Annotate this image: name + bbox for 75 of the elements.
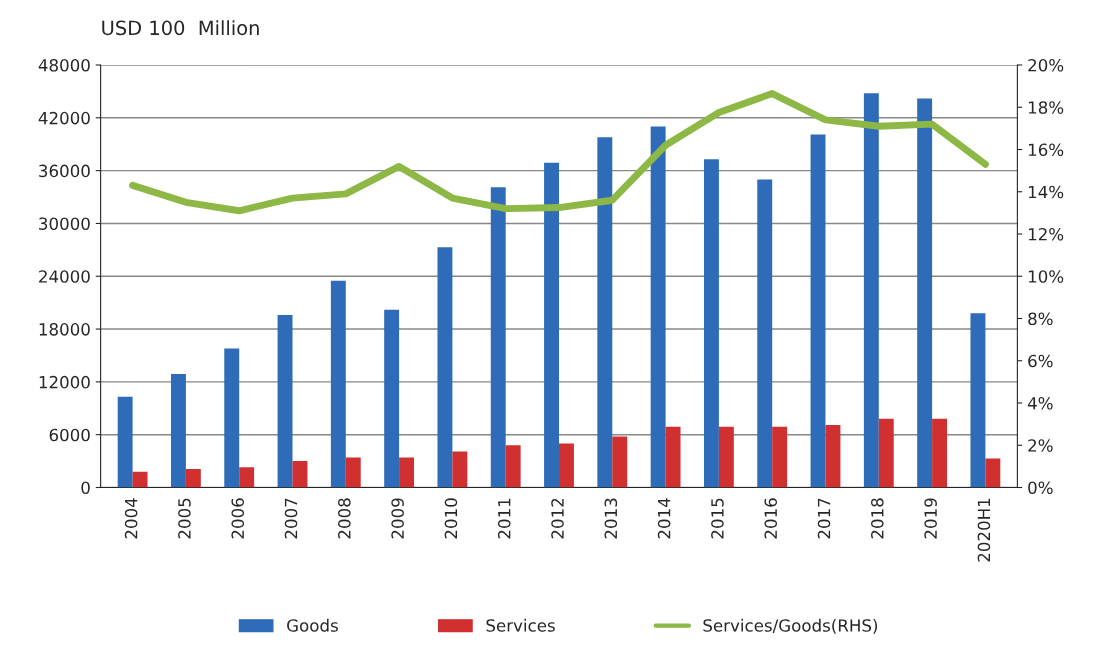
x-tick-label: 2006: [231, 498, 245, 539]
chart-title: USD 100 Million: [102, 20, 259, 36]
bar: [772, 426, 788, 488]
bar: [612, 436, 628, 488]
legend-label: Services/Goods(RHS): [703, 618, 878, 634]
x-tick-label: 2019: [924, 498, 937, 539]
x-tick-label: 2012: [551, 498, 564, 539]
bar: [825, 425, 841, 488]
x-tick-label: 2013: [604, 498, 618, 539]
bar: [292, 461, 308, 488]
bar: [703, 159, 719, 488]
x-tick-label: 2016: [764, 498, 778, 539]
x-tick-label: 2020H1: [977, 498, 991, 562]
bar: [490, 187, 506, 488]
y2-tick-label: 18%: [1028, 101, 1064, 114]
bar: [437, 247, 453, 488]
y-tick-label: 24000: [39, 270, 90, 283]
bar: [863, 93, 879, 488]
bar: [330, 280, 346, 488]
bar: [117, 396, 133, 488]
y2-tick-label: 8%: [1028, 312, 1053, 326]
x-tick-label: 2010: [444, 498, 458, 539]
bar: [985, 458, 1001, 488]
x-tick-label: 2005: [178, 498, 191, 539]
x-tick-label: 2015: [711, 498, 724, 539]
y2-tick-label: 16%: [1028, 143, 1064, 157]
legend-label: Goods: [287, 618, 338, 632]
y2-tick-label: 4%: [1027, 396, 1053, 410]
bar: [917, 98, 933, 488]
bar: [665, 426, 681, 488]
bar: [932, 418, 948, 488]
y-tick-label: 36000: [39, 164, 90, 178]
y-tick-label: 42000: [38, 111, 90, 125]
y-tick-label: 0: [81, 481, 90, 495]
y2-tick-label: 2%: [1028, 439, 1053, 452]
y-tick-label: 30000: [39, 217, 90, 231]
bar: [650, 126, 666, 488]
x-tick-label: 2017: [817, 498, 831, 539]
y-tick-label: 48000: [38, 58, 90, 72]
bar: [132, 471, 148, 488]
bar: [544, 162, 559, 488]
y2-tick-label: 12%: [1028, 227, 1064, 241]
x-tick-label: 2009: [391, 498, 404, 539]
bar: [185, 469, 201, 488]
y-tick-label: 12000: [39, 375, 90, 389]
bar: [452, 451, 468, 488]
bar: [224, 348, 240, 488]
bar: [810, 134, 826, 488]
bar: [399, 457, 415, 488]
y-tick-label: 6000: [49, 428, 90, 442]
bar: [384, 309, 400, 488]
y2-tick-label: 20%: [1028, 58, 1064, 72]
bar: [718, 426, 734, 488]
x-tick-label: 2004: [124, 498, 138, 539]
bar: [505, 445, 521, 488]
y2-tick-label: 14%: [1028, 185, 1064, 199]
bar: [597, 137, 613, 488]
legend-label: Services: [486, 618, 555, 632]
x-tick-label: 2011: [497, 498, 511, 539]
y2-tick-label: 6%: [1028, 354, 1053, 368]
y2-tick-label: 0%: [1028, 481, 1053, 495]
y2-tick-label: 10%: [1028, 270, 1064, 283]
bar: [239, 467, 255, 488]
bar: [277, 314, 293, 488]
x-tick-label: 2014: [657, 498, 671, 539]
bar: [970, 313, 986, 488]
x-tick-label: 2007: [284, 498, 298, 539]
bar: [757, 179, 773, 488]
bar: [345, 457, 361, 488]
bar: [559, 443, 574, 488]
bar: [878, 418, 894, 488]
bar: [170, 373, 186, 488]
x-tick-label: 2018: [871, 498, 884, 539]
y-tick-label: 18000: [39, 323, 90, 336]
x-tick-label: 2008: [338, 498, 351, 539]
